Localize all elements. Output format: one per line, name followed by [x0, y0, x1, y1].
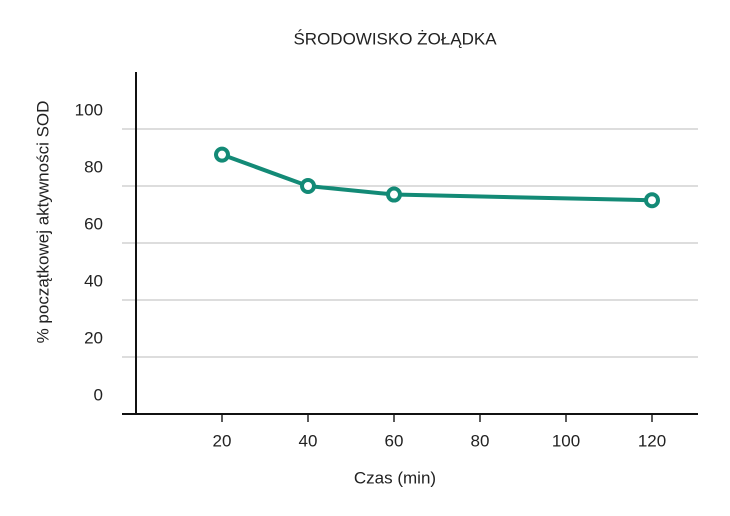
- y-tick-label: 0: [94, 385, 103, 404]
- x-axis-label: Czas (min): [354, 468, 436, 487]
- y-axis-label: % początkowej aktywności SOD: [33, 101, 52, 344]
- data-point: [214, 146, 230, 163]
- data-point: [300, 178, 316, 194]
- y-tick-label: 20: [84, 328, 103, 347]
- x-tick-label: 60: [385, 431, 404, 450]
- chart-title: ŚRODOWISKO ŻOŁĄDKA: [293, 29, 497, 48]
- x-tick-label: 100: [552, 431, 580, 450]
- x-tick-label: 20: [213, 431, 232, 450]
- data-point: [386, 186, 402, 203]
- y-tick-label: 40: [84, 271, 103, 290]
- x-tick-label: 80: [471, 431, 490, 450]
- x-tick-label: 40: [299, 431, 318, 450]
- data-point: [644, 192, 660, 209]
- y-tick-label: 100: [75, 100, 103, 119]
- y-tick-label: 80: [84, 157, 103, 176]
- x-tick-label: 120: [638, 431, 666, 450]
- y-tick-label: 60: [84, 214, 103, 233]
- data-line: [221, 152, 653, 203]
